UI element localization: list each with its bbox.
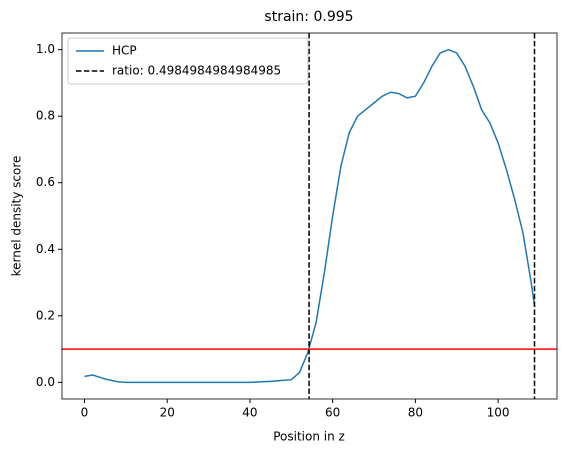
x-tick-label: 60 (325, 406, 340, 420)
y-tick-label: 0.6 (36, 175, 55, 189)
x-tick-label: 80 (408, 406, 423, 420)
x-tick-label: 40 (242, 406, 257, 420)
y-tick-label: 0.0 (36, 375, 55, 389)
y-tick-label: 0.8 (36, 109, 55, 123)
y-tick-label: 0.4 (36, 242, 55, 256)
y-tick-label: 1.0 (36, 42, 55, 56)
y-tick-label: 0.2 (36, 308, 55, 322)
axes-frame (61, 32, 558, 400)
legend-box (67, 37, 309, 85)
data-line (84, 48, 536, 384)
x-tick-label: 20 (160, 406, 175, 420)
x-axis-label: Position in z (273, 430, 345, 444)
legend-label: ratio: 0.4984984984984985 (112, 64, 281, 78)
x-tick-label: 0 (81, 406, 89, 420)
x-tick-label: 100 (487, 406, 510, 420)
y-axis-label: kernel density score (10, 156, 24, 277)
chart-title: strain: 0.995 (264, 9, 353, 25)
legend-label: HCP (112, 44, 137, 58)
